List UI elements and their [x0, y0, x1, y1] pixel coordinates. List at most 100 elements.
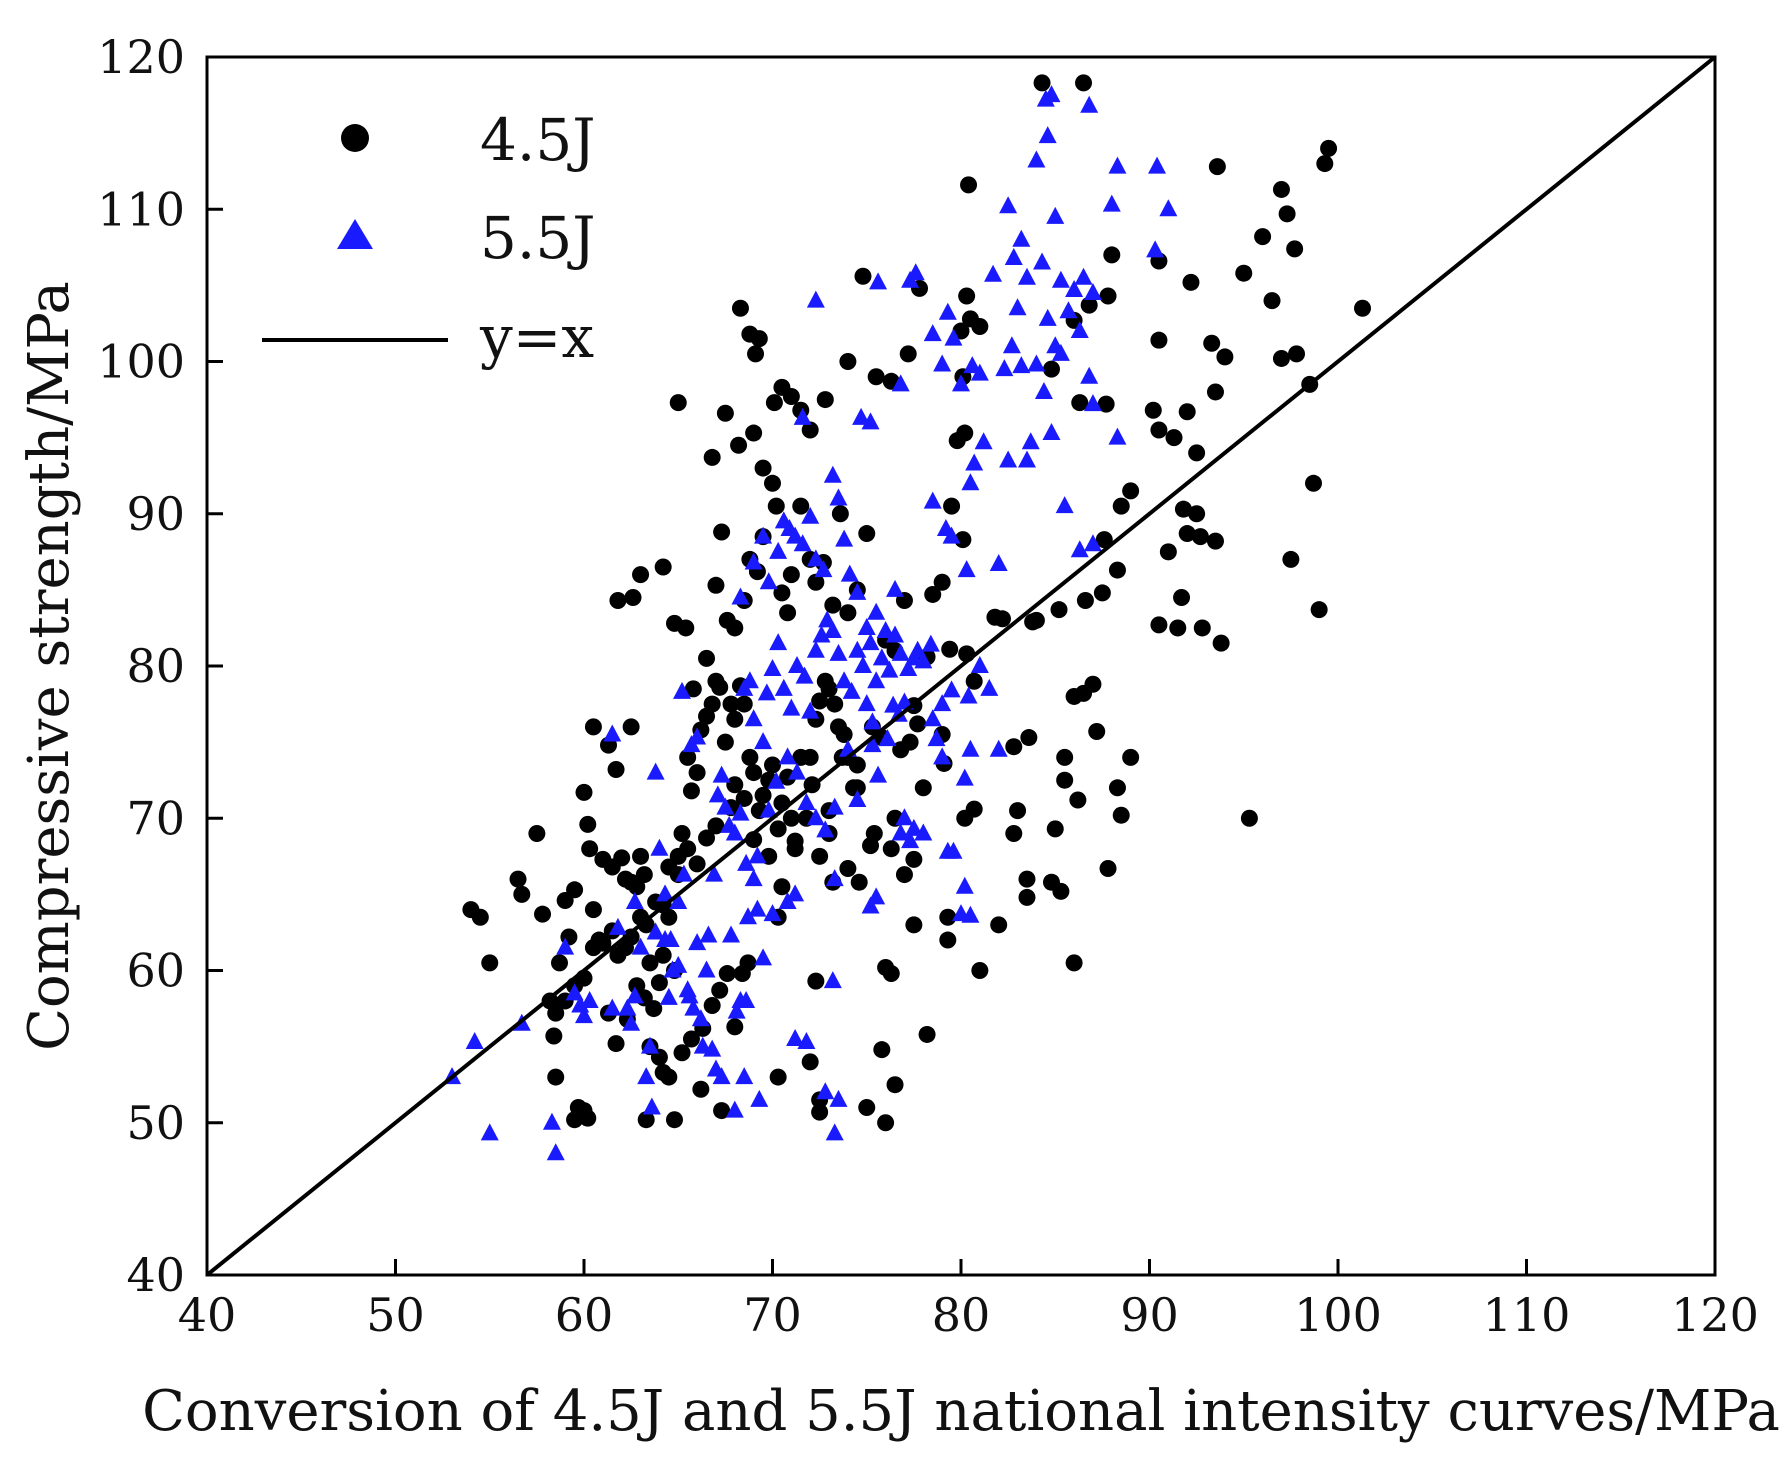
point-4.5j-48 — [703, 695, 721, 713]
point-5.5j-68 — [835, 671, 854, 689]
point-4.5j-165 — [1188, 444, 1206, 462]
point-5.5j-62 — [801, 701, 820, 719]
point-4.5j-114 — [716, 404, 734, 422]
point-4.5j-144 — [1097, 395, 1115, 413]
point-4.5j-4 — [513, 885, 531, 903]
point-4.5j-179 — [1212, 634, 1230, 652]
point-5.5j-115 — [759, 572, 778, 590]
point-5.5j-96 — [904, 818, 923, 836]
point-5.5j-139 — [906, 263, 925, 281]
point-4.5j-117 — [754, 459, 772, 477]
point-4.5j-174 — [1206, 532, 1224, 550]
point-4.5j-184 — [1095, 531, 1113, 549]
point-4.5j-133 — [854, 267, 872, 285]
point-4.5j-187 — [1050, 601, 1068, 619]
point-4.5j-300 — [628, 977, 646, 995]
point-5.5j-187 — [961, 473, 980, 491]
point-5.5j-215 — [891, 823, 910, 841]
point-4.5j-97 — [767, 497, 785, 515]
point-5.5j-233 — [603, 998, 622, 1016]
point-4.5j-22 — [584, 901, 602, 919]
point-4.5j-107 — [839, 604, 857, 622]
point-5.5j-222 — [748, 899, 767, 917]
point-5.5j-82 — [857, 694, 876, 712]
point-4.5j-52 — [722, 695, 740, 713]
point-4.5j-194 — [1112, 806, 1130, 824]
point-5.5j-111 — [904, 648, 923, 666]
point-4.5j-186 — [1076, 592, 1094, 610]
point-5.5j-132 — [886, 579, 905, 597]
point-4.5j-116 — [745, 424, 763, 442]
point-4.5j-51 — [716, 733, 734, 751]
point-4.5j-135 — [958, 287, 976, 305]
point-5.5j-135 — [861, 412, 880, 430]
point-4.5j-151 — [1235, 264, 1253, 282]
point-4.5j-143 — [1071, 394, 1089, 412]
point-5.5j-147 — [984, 264, 1003, 282]
point-5.5j-164 — [1004, 247, 1023, 265]
point-5.5j-83 — [863, 712, 882, 730]
point-4.5j-99 — [779, 604, 797, 622]
point-5.5j-66 — [823, 620, 842, 638]
point-4.5j-314 — [739, 954, 757, 972]
point-4.5j-317 — [665, 1111, 683, 1129]
point-4.5j-261 — [895, 866, 913, 884]
point-4.5j-103 — [807, 573, 825, 591]
point-4.5j-76 — [835, 726, 853, 744]
point-5.5j-19 — [656, 884, 675, 902]
point-5.5j-29 — [705, 864, 724, 882]
point-4.5j-221 — [873, 1041, 891, 1059]
point-5.5j-171 — [1038, 126, 1057, 144]
point-4.5j-158 — [1288, 345, 1306, 363]
point-5.5j-18 — [650, 838, 669, 856]
point-4.5j-69 — [801, 748, 819, 766]
point-5.5j-25 — [684, 998, 703, 1016]
point-5.5j-184 — [1055, 496, 1074, 514]
y-tick-label-50: 50 — [126, 1096, 185, 1150]
point-4.5j-226 — [877, 1114, 895, 1132]
point-4.5j-204 — [1005, 824, 1023, 842]
point-5.5j-94 — [933, 747, 952, 765]
point-5.5j-188 — [965, 453, 984, 471]
point-5.5j-57 — [769, 633, 788, 651]
point-5.5j-63 — [806, 640, 825, 658]
point-4.5j-120 — [782, 388, 800, 406]
point-5.5j-40 — [754, 948, 773, 966]
point-4.5j-252 — [848, 779, 866, 797]
point-4.5j-9 — [547, 1068, 565, 1086]
point-5.5j-220 — [722, 925, 741, 943]
point-4.5j-289 — [609, 946, 627, 964]
point-5.5j-195 — [999, 450, 1018, 468]
point-5.5j-216 — [901, 831, 920, 849]
point-4.5j-80 — [609, 592, 627, 610]
point-4.5j-79 — [848, 756, 866, 774]
point-4.5j-142 — [1042, 360, 1060, 378]
point-4.5j-278 — [698, 829, 716, 847]
point-4.5j-168 — [1178, 403, 1196, 421]
point-4.5j-191 — [993, 610, 1011, 628]
point-4.5j-218 — [1282, 550, 1300, 568]
point-5.5j-60 — [788, 656, 807, 673]
point-5.5j-71 — [853, 656, 872, 673]
point-4.5j-239 — [924, 585, 942, 603]
point-4.5j-208 — [956, 809, 974, 827]
point-4.5j-306 — [673, 1044, 691, 1062]
point-4.5j-238 — [965, 672, 983, 690]
point-4.5j-193 — [1108, 779, 1126, 797]
point-4.5j-115 — [730, 436, 748, 454]
point-5.5j-34 — [725, 823, 744, 841]
point-5.5j-53 — [744, 709, 763, 727]
point-4.5j-262 — [905, 850, 923, 868]
point-5.5j-31 — [712, 765, 731, 783]
point-5.5j-107 — [759, 800, 778, 818]
point-5.5j-181 — [1074, 267, 1093, 285]
point-5.5j-103 — [797, 793, 816, 811]
point-5.5j-74 — [872, 648, 891, 666]
point-5.5j-26 — [691, 1009, 710, 1027]
point-5.5j-130 — [867, 602, 886, 620]
point-4.5j-256 — [901, 733, 919, 751]
point-4.5j-270 — [773, 878, 791, 896]
point-4.5j-163 — [1208, 158, 1226, 176]
point-5.5j-109 — [863, 735, 882, 753]
